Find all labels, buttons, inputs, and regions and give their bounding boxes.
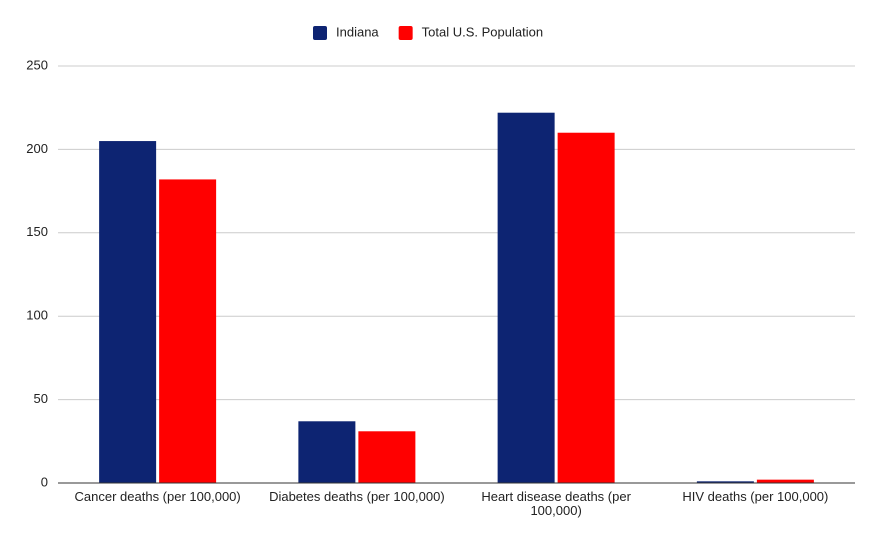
legend-swatch	[398, 26, 413, 40]
bar	[298, 421, 356, 483]
y-tick-label: 250	[26, 57, 48, 72]
y-tick-label: 100	[26, 308, 48, 323]
y-tick-label: 150	[26, 224, 48, 239]
legend-label: Total U.S. Population	[422, 24, 543, 39]
y-tick-label: 50	[34, 391, 48, 406]
bar	[159, 179, 217, 483]
x-tick-label: Heart disease deaths (per 100,000)	[481, 489, 631, 518]
legend-swatch	[313, 26, 327, 40]
bar	[497, 112, 555, 483]
x-tick-label: HIV deaths (per 100,000)	[682, 489, 829, 504]
bar	[756, 479, 814, 483]
x-tick-label: Diabetes deaths (per 100,000)	[269, 489, 445, 504]
y-tick-label: 200	[26, 141, 48, 156]
bar	[99, 141, 157, 483]
x-tick-label: Cancer deaths (per 100,000)	[74, 489, 241, 504]
bar	[557, 132, 615, 483]
bar	[358, 431, 416, 483]
bar	[696, 481, 754, 483]
legend-label: Indiana	[336, 24, 379, 39]
y-tick-label: 0	[41, 474, 48, 489]
